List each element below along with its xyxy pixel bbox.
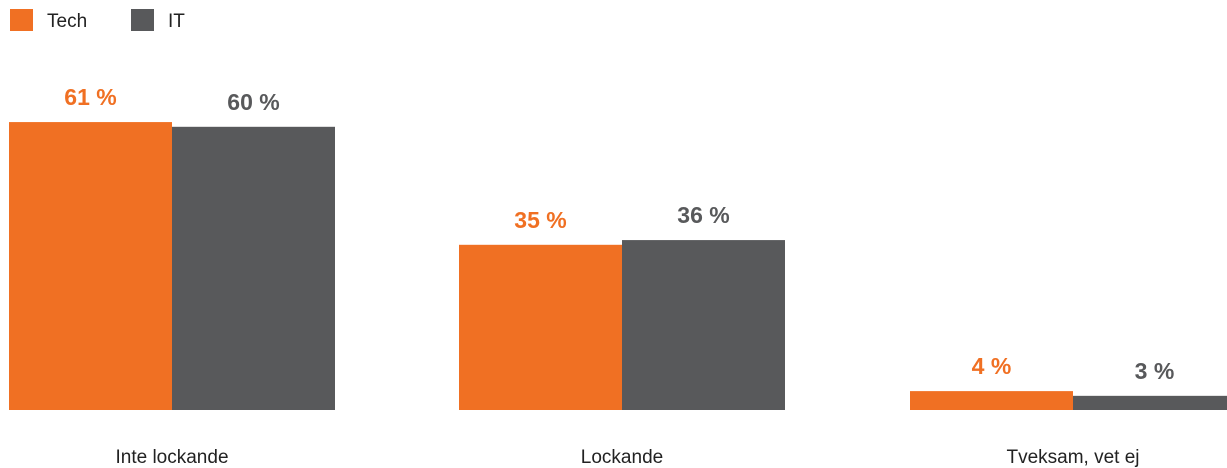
category-label-1: Lockande <box>581 447 663 468</box>
data-label-tech-2: 4 % <box>972 353 1012 379</box>
data-label-tech-0: 61 % <box>64 84 116 110</box>
bar-group-0: 61 % 60 % <box>9 84 335 411</box>
category-axis-labels: Inte lockande Lockande Tveksam, vet ej <box>115 447 1139 468</box>
data-label-it-2: 3 % <box>1135 358 1175 384</box>
bar-it-1 <box>622 240 785 410</box>
legend-item-it: IT <box>131 9 185 32</box>
legend-swatch-tech <box>10 9 33 31</box>
legend-swatch-it <box>131 9 154 31</box>
legend-label-tech: Tech <box>47 11 87 32</box>
bar-it-0 <box>172 126 335 411</box>
bar-it-2 <box>1073 395 1227 410</box>
legend-label-it: IT <box>168 11 185 32</box>
bar-tech-1 <box>459 244 622 410</box>
category-label-2: Tveksam, vet ej <box>1006 447 1139 468</box>
data-label-it-1: 36 % <box>677 202 729 228</box>
bar-group-1: 35 % 36 % <box>459 202 785 410</box>
bar-group-2: 4 % 3 % <box>910 353 1227 410</box>
bar-tech-2 <box>910 391 1073 410</box>
chart-legend: Tech IT <box>10 9 185 32</box>
bar-tech-0 <box>9 122 172 410</box>
legend-item-tech: Tech <box>10 9 87 32</box>
data-label-it-0: 60 % <box>227 89 279 115</box>
chart-plot-area: 61 % 60 % 35 % 36 % 4 % 3 % <box>9 84 1227 411</box>
data-label-tech-1: 35 % <box>514 207 566 233</box>
category-label-0: Inte lockande <box>115 447 228 468</box>
